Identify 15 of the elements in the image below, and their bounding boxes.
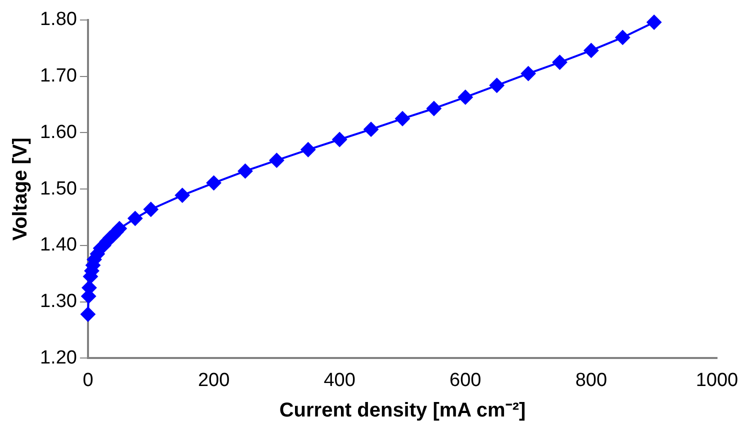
y-tick-label: 1.30	[40, 291, 77, 312]
x-tick-label: 800	[575, 370, 608, 391]
y-tick-label: 1.40	[40, 234, 77, 256]
x-tick-label: 1000	[696, 370, 738, 391]
y-tick-label: 1.60	[40, 122, 77, 143]
x-tick-label: 200	[198, 370, 230, 391]
y-tick-label: 1.50	[40, 178, 77, 200]
x-tick-label: 600	[450, 370, 482, 391]
y-tick-label: 1.80	[40, 9, 77, 30]
y-tick-label: 1.70	[40, 66, 77, 87]
y-axis-title: Voltage [V]	[10, 138, 32, 241]
x-axis-title: Current density [mA cm⁻²]	[279, 400, 526, 422]
y-tick-label: 1.20	[40, 347, 77, 368]
x-tick-label: 0	[82, 370, 94, 391]
x-tick-label: 400	[324, 370, 356, 391]
